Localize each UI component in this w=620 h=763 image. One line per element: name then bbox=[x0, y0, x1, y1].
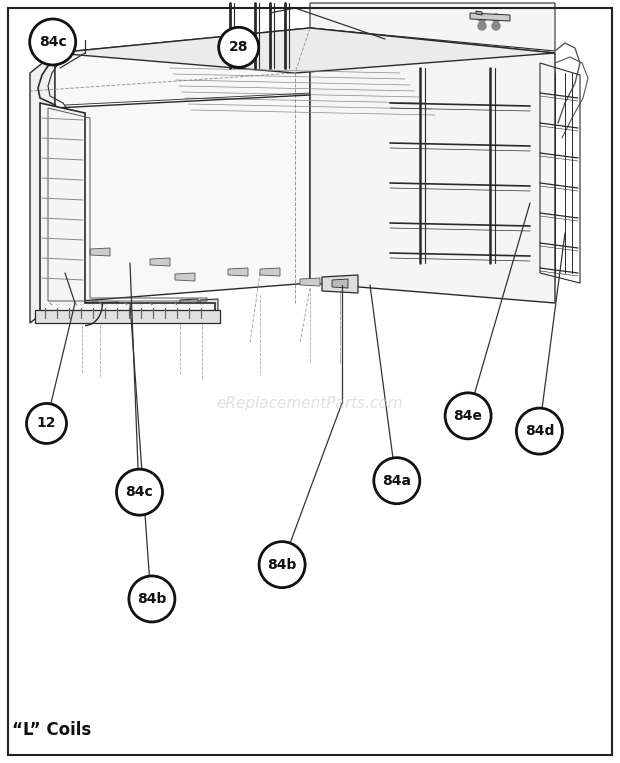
Polygon shape bbox=[55, 28, 555, 73]
Polygon shape bbox=[30, 53, 55, 323]
Text: 84c: 84c bbox=[39, 35, 66, 49]
Circle shape bbox=[27, 404, 66, 443]
Polygon shape bbox=[175, 273, 195, 281]
Polygon shape bbox=[35, 310, 220, 323]
Text: 84a: 84a bbox=[383, 474, 411, 488]
Text: 84b: 84b bbox=[137, 592, 167, 606]
Circle shape bbox=[516, 408, 562, 454]
Circle shape bbox=[492, 14, 500, 22]
Polygon shape bbox=[332, 279, 348, 288]
Polygon shape bbox=[310, 3, 555, 51]
Circle shape bbox=[445, 393, 491, 439]
Polygon shape bbox=[40, 103, 215, 313]
Polygon shape bbox=[90, 248, 110, 256]
Circle shape bbox=[259, 542, 305, 588]
Text: 84d: 84d bbox=[525, 424, 554, 438]
Polygon shape bbox=[100, 302, 118, 321]
Polygon shape bbox=[476, 11, 482, 15]
Text: 28: 28 bbox=[229, 40, 249, 54]
Text: 84e: 84e bbox=[454, 409, 482, 423]
Polygon shape bbox=[80, 302, 98, 321]
Circle shape bbox=[129, 576, 175, 622]
Text: 12: 12 bbox=[37, 417, 56, 430]
Circle shape bbox=[30, 19, 76, 65]
Polygon shape bbox=[322, 275, 358, 293]
Polygon shape bbox=[228, 268, 248, 276]
Circle shape bbox=[492, 22, 500, 30]
Circle shape bbox=[478, 14, 486, 22]
Circle shape bbox=[219, 27, 259, 67]
Polygon shape bbox=[180, 299, 198, 318]
Polygon shape bbox=[150, 258, 170, 266]
Polygon shape bbox=[470, 13, 510, 21]
Circle shape bbox=[374, 458, 420, 504]
Polygon shape bbox=[260, 268, 280, 276]
Circle shape bbox=[117, 469, 162, 515]
Polygon shape bbox=[55, 28, 310, 303]
Circle shape bbox=[478, 22, 486, 30]
Text: eReplacementParts.com: eReplacementParts.com bbox=[216, 395, 404, 410]
Polygon shape bbox=[300, 278, 320, 286]
Polygon shape bbox=[310, 28, 555, 303]
Text: 84c: 84c bbox=[126, 485, 153, 499]
Text: 84b: 84b bbox=[267, 558, 297, 571]
Text: “L” Coils: “L” Coils bbox=[12, 721, 92, 739]
Polygon shape bbox=[200, 299, 218, 318]
